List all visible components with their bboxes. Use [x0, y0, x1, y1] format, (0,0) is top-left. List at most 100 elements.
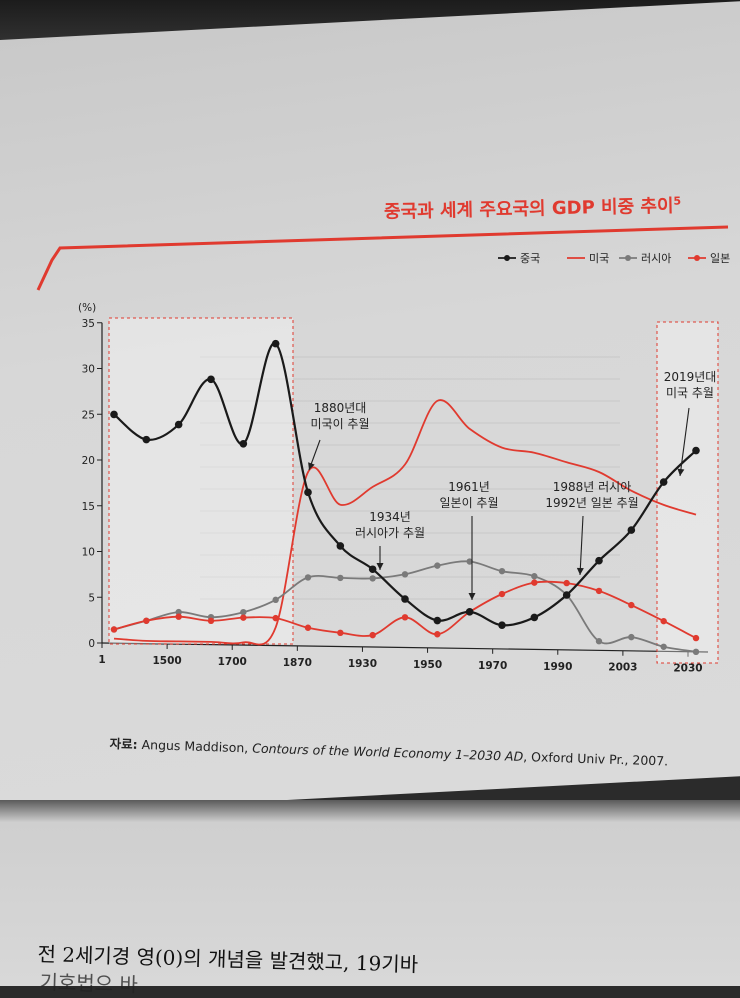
highlight-box-right — [656, 321, 719, 664]
annotation-text: 미국이 추월 — [310, 417, 369, 431]
annotation-text: 1934년 — [369, 510, 411, 524]
data-point-일본 — [272, 614, 279, 622]
y-tick-label: 0 — [88, 638, 95, 650]
x-tick-label: 2030 — [673, 663, 702, 675]
data-point-중국 — [401, 595, 409, 603]
y-tick-label: 35 — [82, 318, 95, 330]
data-point-일본 — [434, 631, 441, 638]
data-point-일본 — [531, 579, 538, 586]
data-point-러시아 — [272, 596, 279, 604]
data-point-중국 — [142, 435, 151, 444]
y-tick-label: 20 — [82, 455, 95, 467]
title-rule — [36, 225, 729, 291]
data-point-러시아 — [498, 567, 506, 575]
data-point-러시아 — [434, 562, 441, 569]
data-point-러시아 — [660, 643, 667, 650]
data-point-일본 — [304, 624, 312, 631]
data-point-중국 — [659, 478, 668, 486]
x-tick-label: 1870 — [283, 657, 312, 669]
book-page-next — [0, 800, 740, 986]
annotation-arrowhead — [576, 567, 584, 575]
legend-swatch-marker — [625, 255, 631, 261]
data-point-중국 — [498, 621, 506, 629]
x-axis-line — [101, 642, 709, 653]
data-point-중국 — [562, 591, 571, 599]
source-label: 자료: — [109, 735, 138, 752]
y-tick-label: 5 — [88, 592, 95, 604]
annotation-text: 미국 추월 — [666, 386, 714, 400]
y-tick-label: 15 — [82, 501, 95, 513]
x-tick-label: 1990 — [543, 661, 572, 673]
annotation-arrow — [579, 515, 584, 576]
data-point-일본 — [628, 601, 635, 609]
annotation-arrowhead — [308, 462, 315, 470]
annotation-text: 1988년 러시아 — [553, 480, 632, 494]
data-point-일본 — [175, 613, 182, 620]
x-tick-label: 1 — [98, 654, 105, 666]
annotation-text: 일본이 추월 — [439, 496, 498, 510]
data-point-중국 — [465, 608, 474, 616]
data-point-중국 — [271, 339, 280, 348]
annotation-text: 러시아가 추월 — [355, 526, 425, 540]
annotation-text: 1961년 — [448, 480, 490, 494]
data-point-러시아 — [692, 648, 700, 656]
annotation-arrowhead — [677, 468, 685, 476]
annotation-arrow — [679, 407, 690, 477]
title-footnote: 5 — [673, 194, 682, 208]
data-point-중국 — [692, 446, 700, 455]
legend-swatch-marker — [694, 255, 700, 261]
annotation-arrowhead — [376, 563, 384, 570]
data-point-러시아 — [240, 608, 247, 616]
data-point-일본 — [563, 579, 570, 587]
x-tick-label: 1700 — [218, 656, 247, 668]
data-point-중국 — [239, 439, 248, 448]
data-point-러시아 — [466, 558, 473, 565]
data-point-일본 — [110, 626, 118, 633]
data-point-일본 — [660, 617, 667, 625]
x-tick-label: 2003 — [608, 662, 637, 674]
legend: 중국 미국 러시아 일본 — [498, 251, 730, 265]
data-point-일본 — [369, 631, 376, 639]
y-tick-label: 25 — [82, 409, 95, 421]
data-point-러시아 — [304, 574, 312, 581]
source-author: Angus Maddison, — [141, 737, 249, 756]
data-point-중국 — [530, 613, 539, 622]
data-point-러시아 — [369, 575, 376, 582]
x-tick-label: 1500 — [152, 655, 181, 667]
data-point-러시아 — [531, 573, 538, 580]
data-point-일본 — [498, 590, 506, 598]
x-tick-label: 1930 — [348, 658, 377, 670]
data-point-일본 — [240, 614, 247, 621]
data-point-중국 — [368, 565, 377, 574]
data-point-중국 — [304, 488, 312, 497]
series-line-미국 — [113, 399, 697, 646]
annotation-text: 2019년대 — [664, 370, 717, 384]
data-point-중국 — [595, 556, 603, 565]
legend-label: 미국 — [589, 252, 609, 265]
annotation-text: 1992년 일본 추월 — [545, 496, 638, 510]
data-point-중국 — [336, 542, 345, 550]
y-axis-label: (%) — [78, 302, 96, 314]
data-point-일본 — [692, 634, 700, 642]
axes: 0 5 10 15 20 25 30 35 (%) 1 1500 1700 1870 1930 1950 19… — [78, 302, 709, 675]
data-point-러시아 — [401, 571, 409, 578]
data-point-러시아 — [628, 633, 635, 641]
show-through-texture — [200, 340, 620, 600]
legend-label: 일본 — [710, 251, 730, 265]
series-layer — [110, 339, 700, 656]
y-tick-label: 30 — [82, 364, 95, 376]
x-tick-label: 1950 — [413, 659, 442, 671]
data-point-중국 — [207, 375, 215, 384]
data-point-러시아 — [175, 608, 182, 616]
x-tick-label: 1970 — [478, 660, 507, 672]
data-point-러시아 — [337, 574, 344, 582]
data-point-중국 — [174, 420, 183, 429]
data-point-중국 — [110, 410, 118, 419]
data-point-중국 — [627, 526, 636, 534]
data-point-일본 — [143, 617, 150, 624]
data-point-중국 — [433, 616, 442, 625]
data-point-러시아 — [595, 638, 603, 645]
source-rest: , Oxford Univ Pr., 2007. — [523, 748, 669, 769]
